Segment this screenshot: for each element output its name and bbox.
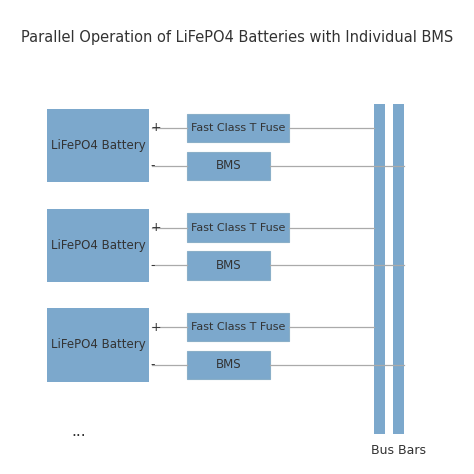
- Text: Fast Class T Fuse: Fast Class T Fuse: [191, 322, 285, 332]
- Bar: [187, 114, 289, 142]
- Bar: [47, 109, 149, 182]
- Text: Bus Bars: Bus Bars: [371, 444, 426, 457]
- Text: -: -: [150, 358, 155, 372]
- Bar: [187, 152, 270, 180]
- Text: BMS: BMS: [216, 358, 242, 372]
- Bar: [393, 104, 404, 434]
- Text: LiFePO4 Battery: LiFePO4 Battery: [51, 239, 146, 252]
- Text: -: -: [150, 259, 155, 272]
- Text: Parallel Operation of LiFePO4 Batteries with Individual BMS: Parallel Operation of LiFePO4 Batteries …: [21, 30, 453, 46]
- Bar: [187, 351, 270, 379]
- Bar: [187, 313, 289, 341]
- Text: +: +: [150, 320, 161, 334]
- Text: ...: ...: [71, 424, 85, 439]
- Bar: [374, 104, 385, 434]
- Bar: [187, 251, 270, 280]
- Bar: [187, 213, 289, 242]
- Text: Fast Class T Fuse: Fast Class T Fuse: [191, 123, 285, 133]
- Text: -: -: [150, 159, 155, 173]
- Text: LiFePO4 Battery: LiFePO4 Battery: [51, 139, 146, 152]
- Text: Fast Class T Fuse: Fast Class T Fuse: [191, 222, 285, 233]
- Text: LiFePO4 Battery: LiFePO4 Battery: [51, 338, 146, 351]
- Bar: [47, 209, 149, 282]
- Bar: [47, 308, 149, 382]
- Text: +: +: [150, 121, 161, 135]
- Text: +: +: [150, 221, 161, 234]
- Text: BMS: BMS: [216, 159, 242, 173]
- Text: BMS: BMS: [216, 259, 242, 272]
